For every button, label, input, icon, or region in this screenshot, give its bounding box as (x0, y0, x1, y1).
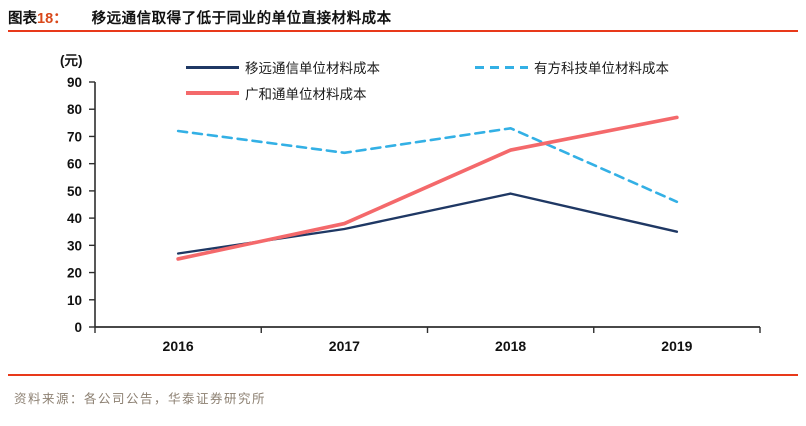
legend-line-swatch (475, 65, 528, 69)
series-line (176, 126, 679, 204)
legend-line-swatch (186, 91, 239, 95)
legend-label: 移远通信单位材料成本 (245, 61, 380, 76)
y-tick-label: 60 (67, 157, 82, 172)
y-tick-label: 20 (67, 266, 82, 281)
x-tick-label: 2018 (495, 338, 526, 354)
y-tick-label: 10 (67, 293, 82, 308)
x-tick-label: 2017 (329, 338, 360, 354)
legend-item: 移远通信单位材料成本 (186, 57, 380, 77)
figure-label: 图表 (8, 11, 37, 27)
series-line (176, 115, 679, 261)
y-tick-label: 50 (67, 184, 82, 199)
title-underline (8, 30, 798, 32)
y-tick-label: 70 (67, 129, 82, 144)
legend-line-swatch (186, 65, 239, 69)
y-tick-label: 90 (67, 75, 82, 90)
legend-label: 广和通单位材料成本 (245, 87, 367, 102)
footer-rule (8, 374, 798, 376)
legend-item: 有方科技单位材料成本 (475, 57, 669, 77)
legend-item: 广和通单位材料成本 (186, 83, 367, 103)
x-tick-label: 2019 (661, 338, 692, 354)
y-tick-label: 40 (67, 211, 82, 226)
source-line: 资料来源：各公司公告，华泰证券研究所 (14, 392, 267, 406)
line-chart: 0 10 20 30 40 50 60 70 80 90 2016 2017 2018 2019 (元) (60, 53, 761, 354)
y-tick-label: 0 (74, 320, 82, 335)
x-tick-label: 2016 (163, 338, 194, 354)
y-axis-unit-label: (元) (60, 53, 83, 68)
figure-title: 移远通信取得了低于同业的单位直接材料成本 (91, 11, 392, 27)
y-tick-label: 80 (67, 102, 82, 117)
figure-header: 图表 18： 移远通信取得了低于同业的单位直接材料成本 (8, 7, 392, 28)
legend-label: 有方科技单位材料成本 (534, 61, 669, 76)
figure-number: 18： (37, 11, 68, 27)
y-tick-label: 30 (67, 238, 82, 253)
